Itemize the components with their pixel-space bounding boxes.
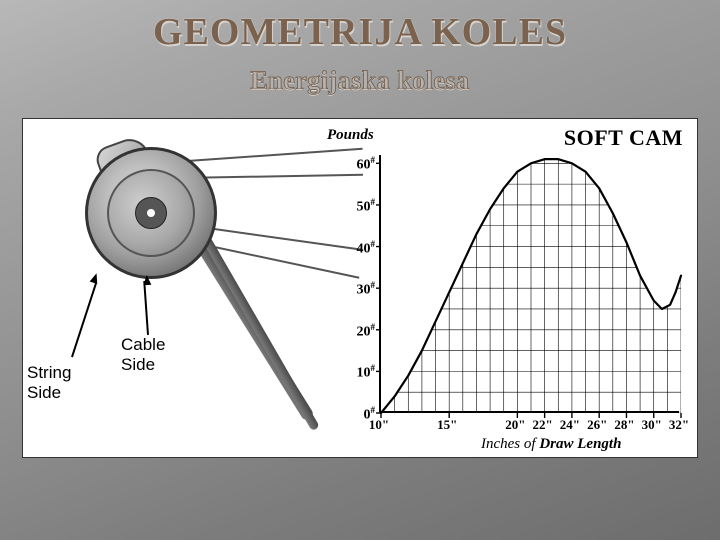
cam-wheel-figure: String Side Cable Side <box>23 119 323 457</box>
slide-title: GEOMETRIJA KOLES <box>0 10 720 54</box>
y-axis-label: Pounds <box>327 127 374 144</box>
y-tick-label: 60# <box>335 155 375 174</box>
x-tick-label: 22" <box>533 417 553 433</box>
y-tick-label: 40# <box>335 239 375 258</box>
figure-panel: String Side Cable Side SOFT CAM Pounds I… <box>22 118 698 458</box>
x-axis-label-prefix: Inches of <box>481 436 539 452</box>
footer-band <box>0 480 720 540</box>
x-tick-label: 26" <box>587 417 607 433</box>
label-cable-side: Cable Side <box>121 335 165 374</box>
plot-area <box>379 155 679 413</box>
chart-svg <box>381 155 681 413</box>
arrow-string-side-head <box>90 272 101 284</box>
x-tick-label: 10" <box>369 417 389 433</box>
y-tick-label: 10# <box>335 363 375 382</box>
x-tick-label: 24" <box>560 417 580 433</box>
chart-title: SOFT CAM <box>564 125 683 151</box>
x-axis-label-bold: Draw Length <box>539 436 621 452</box>
y-tick-label: 30# <box>335 280 375 299</box>
cam-hub-center <box>147 209 155 217</box>
x-tick-label: 15" <box>437 417 457 433</box>
x-tick-label: 30" <box>642 417 662 433</box>
arrow-cable-side <box>143 281 148 335</box>
slide-title-text: GEOMETRIJA KOLES <box>153 11 567 53</box>
y-tick-label: 50# <box>335 197 375 216</box>
arrow-string-side <box>71 283 97 358</box>
x-axis-label: Inches of Draw Length <box>481 436 621 453</box>
x-tick-label: 28" <box>614 417 634 433</box>
x-tick-label: 20" <box>505 417 525 433</box>
soft-cam-chart: SOFT CAM Pounds Inches of Draw Length 0#… <box>321 119 697 457</box>
slide-subtitle: Energijaska kolesa <box>0 66 720 96</box>
y-tick-label: 20# <box>335 322 375 341</box>
arrow-cable-side-head <box>143 275 152 286</box>
x-tick-label: 32" <box>669 417 689 433</box>
slide-subtitle-text: Energijaska kolesa <box>250 66 469 95</box>
label-string-side: String Side <box>27 363 71 402</box>
